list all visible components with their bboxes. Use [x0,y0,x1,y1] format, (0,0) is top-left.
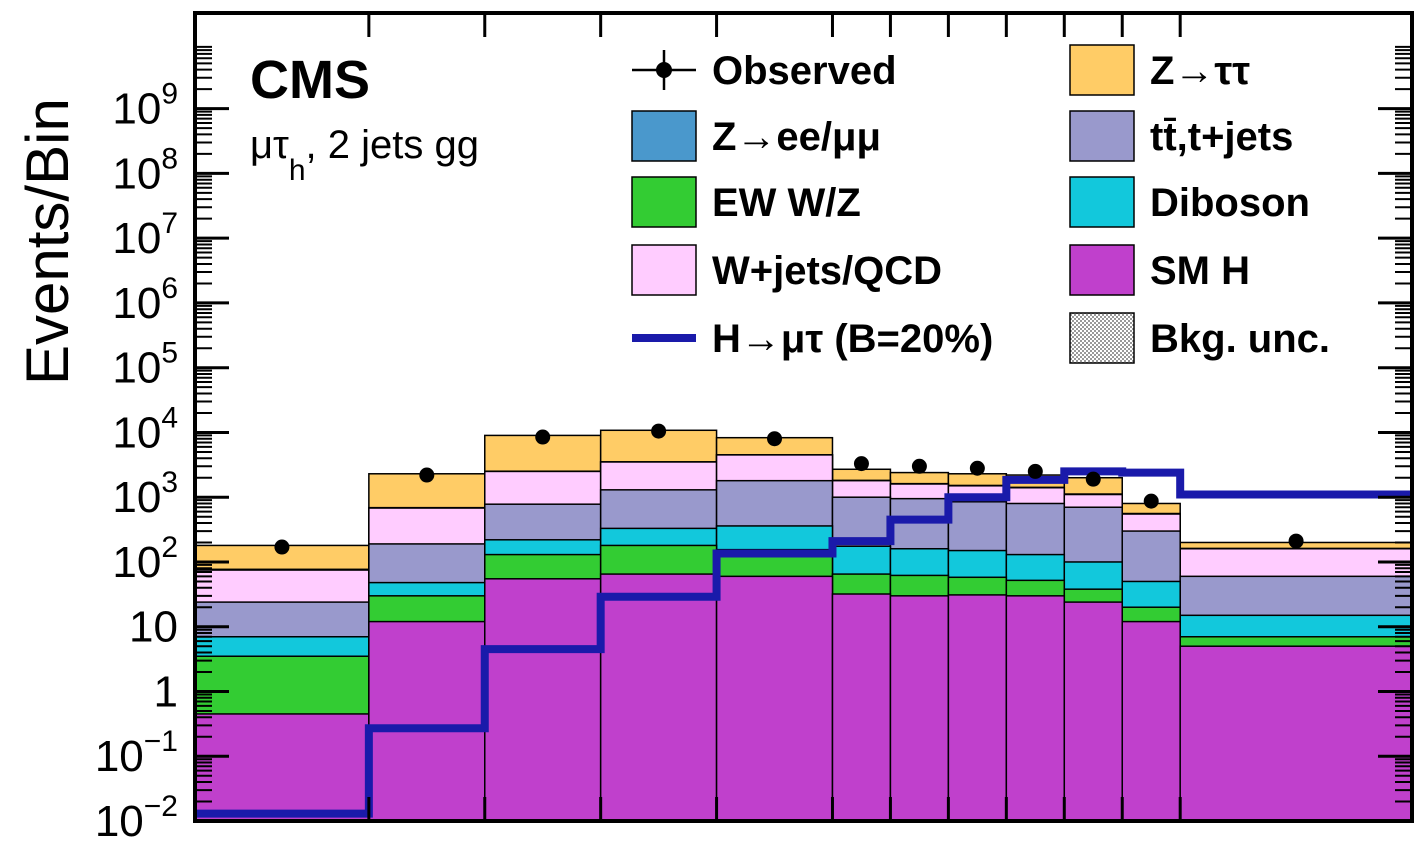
legend-swatch-top [1069,110,1135,162]
legend-label-zll: Z→ee/μμ [712,115,881,159]
legend-item-ew: EW W/Z [631,176,861,228]
legend-item-unc: Bkg. unc. [1069,312,1330,364]
observed-point-10 [1143,493,1159,509]
y-axis-label: Events/Bin [14,98,81,385]
plot-frame [193,11,1414,823]
observed-point-0 [274,539,290,555]
bar-sm-h-bin-1 [368,620,486,821]
legend-label-top: tt̄,t+jets [1150,115,1293,159]
y-tick-label-5: 103 [112,466,178,522]
observed-point-2 [535,429,551,445]
legend-label-smh: SM H [1150,249,1250,293]
chart-title: CMS [250,50,370,110]
y-tick-label-0: 10−2 [95,790,178,846]
y-tick-label-6: 104 [112,401,178,457]
y-tick-label-8: 106 [112,272,178,328]
observed-point-11 [1288,533,1304,549]
legend-label-ew: EW W/Z [712,181,861,225]
observed-point-5 [853,456,869,472]
legend-item-wjets: W+jets/QCD [631,244,942,296]
bar-sm-h-bin-0 [195,713,370,821]
legend-swatch-observed [656,62,672,78]
legend-swatch-wjets [631,244,697,296]
y-tick-label-3: 10 [129,603,178,652]
legend-item-zll: Z→ee/μμ [631,110,881,162]
legend-label-ztt: Z→ττ [1150,49,1250,93]
observed-point-3 [651,423,667,439]
y-axis: 10−2 10−1 1 10 102 103 104 105 106 107 108 109 [95,13,1412,846]
legend-label-diboson: Diboson [1150,181,1310,225]
y-tick-label-4: 102 [112,531,178,587]
observed-point-4 [767,431,783,447]
legend-label-wjets: W+jets/QCD [712,249,942,293]
observed-point-9 [1085,471,1101,487]
y-tick-label-1: 10−1 [95,725,178,781]
bar-sm-h-bin-3 [599,573,718,821]
signal-line [195,467,1412,818]
signal-layer [195,467,1412,818]
legend-swatch-diboson [1069,176,1135,228]
legend-swatch-ew [631,176,697,228]
observed-layer [274,423,1304,555]
bar-sm-h-bin-8 [1005,595,1066,821]
bar-sm-h-bin-10 [1121,620,1181,821]
observed-point-8 [1027,463,1043,479]
y-tick-label-7: 105 [112,337,178,393]
bar-sm-h-bin-7 [947,594,1008,821]
legend-item-signal: H→μτ (B=20%) [632,317,993,361]
bar-sm-h-bin-4 [715,575,834,821]
legend-label-signal: H→μτ (B=20%) [712,317,993,361]
legend-item-smh: SM H [1069,244,1250,296]
legend-swatch-smh [1069,244,1135,296]
bar-sm-h-bin-2 [484,578,602,821]
y-tick-label-9: 107 [112,207,178,263]
stacked-histogram [195,429,1412,821]
legend-swatch-unc [1069,312,1135,364]
chart-subtitle: μτh, 2 jets gg [250,123,479,187]
legend-label-unc: Bkg. unc. [1150,317,1330,361]
bar-sm-h-bin-9 [1063,601,1123,821]
legend-label-observed: Observed [712,49,897,93]
bar-sm-h-bin-11 [1179,645,1412,821]
observed-point-7 [969,460,985,476]
legend-swatch-zll [631,110,697,162]
legend: Observed Z→ττ Z→ee/μμ tt̄,t+jets EW W/Z Dibos… [631,44,1330,364]
legend-item-diboson: Diboson [1069,176,1310,228]
bar-sm-h-bin-5 [831,593,892,821]
legend-item-top: tt̄,t+jets [1069,110,1293,162]
legend-swatch-ztt [1069,44,1135,96]
y-tick-label-10: 108 [112,142,178,198]
y-tick-label-11: 109 [112,78,178,134]
bar-sm-h-bin-6 [889,595,950,821]
observed-point-1 [419,467,435,483]
observed-point-6 [911,458,927,474]
y-tick-label-2: 1 [154,667,178,716]
legend-item-observed: Observed [632,49,897,93]
legend-item-ztt: Z→ττ [1069,44,1250,96]
